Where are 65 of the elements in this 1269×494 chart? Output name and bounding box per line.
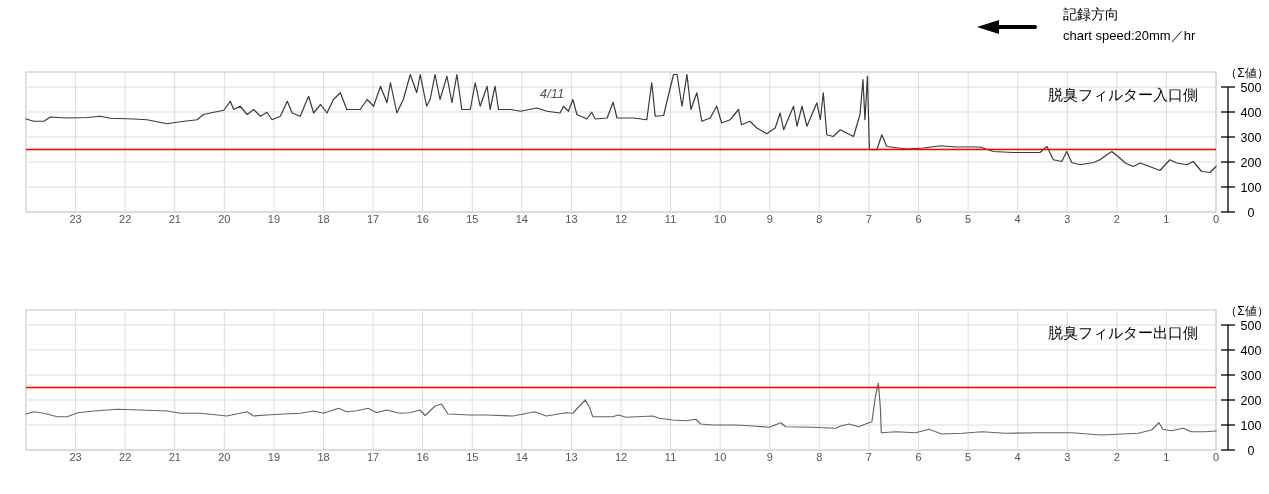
x-tick-label: 20 (218, 451, 231, 463)
x-tick-label: 20 (218, 213, 231, 225)
y-tick-label: 500 (1240, 318, 1262, 333)
x-tick-label: 18 (317, 451, 330, 463)
x-tick-label: 16 (416, 451, 429, 463)
x-tick-label: 12 (614, 451, 628, 463)
y-axis-title: （Σ値） (1225, 66, 1269, 80)
x-tick-label: 0 (1212, 451, 1220, 463)
x-tick-label: 11 (664, 451, 677, 463)
y-tick-label: 300 (1240, 368, 1262, 383)
x-tick-label: 9 (766, 451, 773, 463)
text: 脱臭フィルター入口側 (1048, 86, 1198, 103)
x-tick-label: 13 (565, 213, 578, 225)
x-tick-label: 10 (714, 213, 727, 225)
text: chart speed:20mm／hr (1063, 28, 1196, 43)
x-tick-label: 22 (119, 451, 132, 463)
x-tick-label: 7 (865, 213, 872, 225)
text: 脱臭フィルター出口側 (1048, 324, 1198, 341)
x-tick-label: 6 (915, 213, 922, 225)
x-tick-label: 6 (915, 451, 922, 463)
x-tick-label: 4 (1014, 451, 1021, 463)
x-tick-label: 23 (69, 213, 82, 225)
x-tick-label: 21 (168, 213, 181, 225)
x-tick-label: 13 (565, 451, 578, 463)
y-tick-label: 200 (1240, 155, 1262, 170)
x-tick-label: 16 (416, 213, 429, 225)
y-tick-label: 400 (1240, 105, 1262, 120)
x-tick-label: 10 (714, 451, 727, 463)
x-tick-label: 3 (1064, 451, 1071, 463)
y-tick-label: 300 (1240, 130, 1262, 145)
x-tick-label: 7 (865, 451, 872, 463)
x-tick-label: 18 (317, 213, 330, 225)
x-tick-label: 19 (267, 451, 281, 463)
x-tick-label: 22 (119, 213, 132, 225)
x-tick-label: 12 (614, 213, 628, 225)
y-tick-label: 200 (1240, 393, 1262, 408)
x-tick-label: 15 (466, 451, 479, 463)
x-tick-label: 14 (515, 213, 528, 225)
x-tick-label: 9 (766, 213, 773, 225)
x-tick-label: 8 (816, 451, 823, 463)
x-tick-label: 1 (1163, 451, 1170, 463)
y-axis-title: （Σ値） (1225, 304, 1269, 318)
x-tick-label: 17 (366, 213, 380, 225)
text: 記録方向 (1063, 6, 1119, 22)
x-tick-label: 21 (168, 451, 181, 463)
x-tick-label: 8 (816, 213, 823, 225)
x-tick-label: 0 (1212, 213, 1220, 225)
x-tick-label: 14 (515, 451, 528, 463)
x-tick-label: 4 (1014, 213, 1021, 225)
x-tick-label: 15 (466, 213, 479, 225)
y-tick-label: 400 (1240, 343, 1262, 358)
y-tick-label: 500 (1240, 80, 1262, 95)
x-tick-label: 19 (267, 213, 281, 225)
x-tick-label: 1 (1163, 213, 1170, 225)
x-tick-label: 3 (1064, 213, 1071, 225)
y-tick-label: 100 (1240, 418, 1262, 433)
x-tick-label: 5 (965, 213, 972, 225)
x-tick-label: 2 (1113, 451, 1120, 463)
x-tick-label: 23 (69, 451, 82, 463)
x-tick-label: 5 (965, 451, 972, 463)
annotation: 4/11 (539, 86, 565, 101)
x-tick-label: 2 (1113, 213, 1120, 225)
x-tick-label: 17 (366, 451, 380, 463)
x-tick-label: 11 (664, 213, 677, 225)
y-tick-label: 100 (1240, 180, 1262, 195)
